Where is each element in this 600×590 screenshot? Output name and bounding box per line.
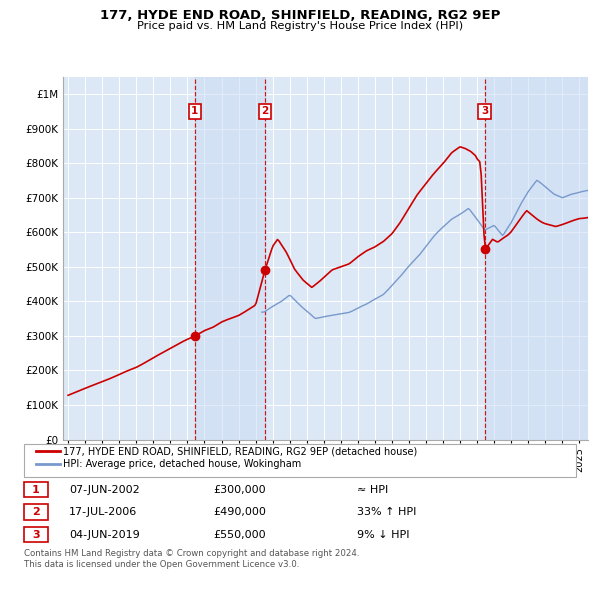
Text: 17-JUL-2006: 17-JUL-2006: [69, 507, 137, 517]
Text: 2: 2: [32, 507, 40, 517]
Text: Contains HM Land Registry data © Crown copyright and database right 2024.: Contains HM Land Registry data © Crown c…: [24, 549, 359, 558]
Text: 07-JUN-2002: 07-JUN-2002: [69, 485, 140, 494]
Text: 1: 1: [191, 106, 199, 116]
Text: 177, HYDE END ROAD, SHINFIELD, READING, RG2 9EP (detached house): 177, HYDE END ROAD, SHINFIELD, READING, …: [63, 447, 417, 456]
Text: 3: 3: [481, 106, 488, 116]
Text: £550,000: £550,000: [213, 530, 266, 539]
Bar: [485, 77, 588, 440]
Text: ≈ HPI: ≈ HPI: [357, 485, 388, 494]
Text: 9% ↓ HPI: 9% ↓ HPI: [357, 530, 409, 539]
Bar: [195, 77, 265, 440]
Text: 3: 3: [32, 530, 40, 539]
Text: 177, HYDE END ROAD, SHINFIELD, READING, RG2 9EP: 177, HYDE END ROAD, SHINFIELD, READING, …: [100, 9, 500, 22]
Text: £490,000: £490,000: [213, 507, 266, 517]
Text: 1: 1: [32, 485, 40, 494]
Text: 04-JUN-2019: 04-JUN-2019: [69, 530, 140, 539]
Text: This data is licensed under the Open Government Licence v3.0.: This data is licensed under the Open Gov…: [24, 560, 299, 569]
Text: Price paid vs. HM Land Registry's House Price Index (HPI): Price paid vs. HM Land Registry's House …: [137, 21, 463, 31]
Text: £300,000: £300,000: [213, 485, 266, 494]
Text: HPI: Average price, detached house, Wokingham: HPI: Average price, detached house, Woki…: [63, 460, 301, 469]
Text: 33% ↑ HPI: 33% ↑ HPI: [357, 507, 416, 517]
Text: 2: 2: [261, 106, 268, 116]
